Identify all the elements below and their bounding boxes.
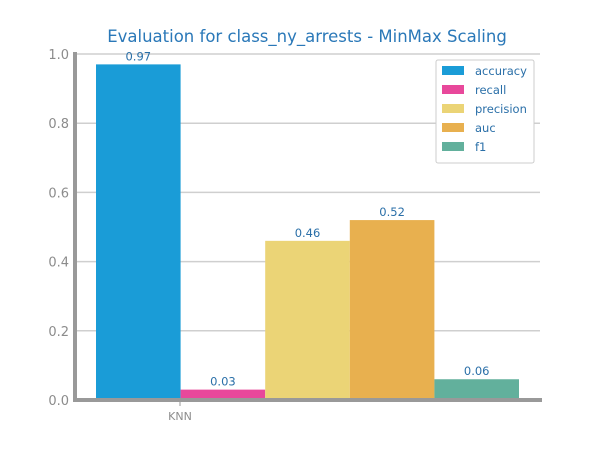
legend-label-f1: f1 <box>475 140 486 154</box>
legend-label-auc: auc <box>475 121 496 135</box>
y-tick-label: 0.8 <box>48 117 69 132</box>
bar-f1 <box>434 379 519 400</box>
y-tick-label: 0.0 <box>48 394 69 409</box>
legend-label-precision: precision <box>475 102 527 116</box>
data-label-recall: 0.03 <box>210 375 236 389</box>
data-label-precision: 0.46 <box>295 226 321 240</box>
legend: accuracy recall precision auc f1 <box>435 59 535 164</box>
legend-swatch-recall <box>442 85 464 94</box>
y-tick-label: 0.2 <box>48 325 69 340</box>
chart-title: Evaluation for class_ny_arrests - MinMax… <box>107 27 507 47</box>
axes <box>73 52 542 402</box>
bars <box>96 64 519 400</box>
legend-swatch-accuracy <box>442 66 464 75</box>
data-label-auc: 0.52 <box>379 205 405 219</box>
legend-label-recall: recall <box>475 83 506 97</box>
y-tick-label: 0.6 <box>48 186 69 201</box>
legend-label-accuracy: accuracy <box>475 64 527 78</box>
legend-swatch-auc <box>442 123 464 132</box>
legend-swatch-precision <box>442 104 464 113</box>
bar-precision <box>265 240 350 400</box>
data-label-accuracy: 0.97 <box>125 49 151 63</box>
y-tick-label: 0.4 <box>48 256 69 271</box>
x-tick-label: KNN <box>168 410 192 423</box>
data-label-f1: 0.06 <box>464 364 490 378</box>
x-tick-labels: KNN <box>168 402 192 423</box>
legend-swatch-f1 <box>442 142 464 151</box>
bar-auc <box>349 220 435 400</box>
bar-recall <box>180 389 266 400</box>
y-tick-labels: 0.0 0.2 0.4 0.6 0.8 1.0 <box>48 48 69 409</box>
y-tick-label: 1.0 <box>48 48 69 63</box>
bar-accuracy <box>96 64 181 400</box>
data-labels: 0.97 0.03 0.46 0.52 0.06 <box>125 49 489 388</box>
